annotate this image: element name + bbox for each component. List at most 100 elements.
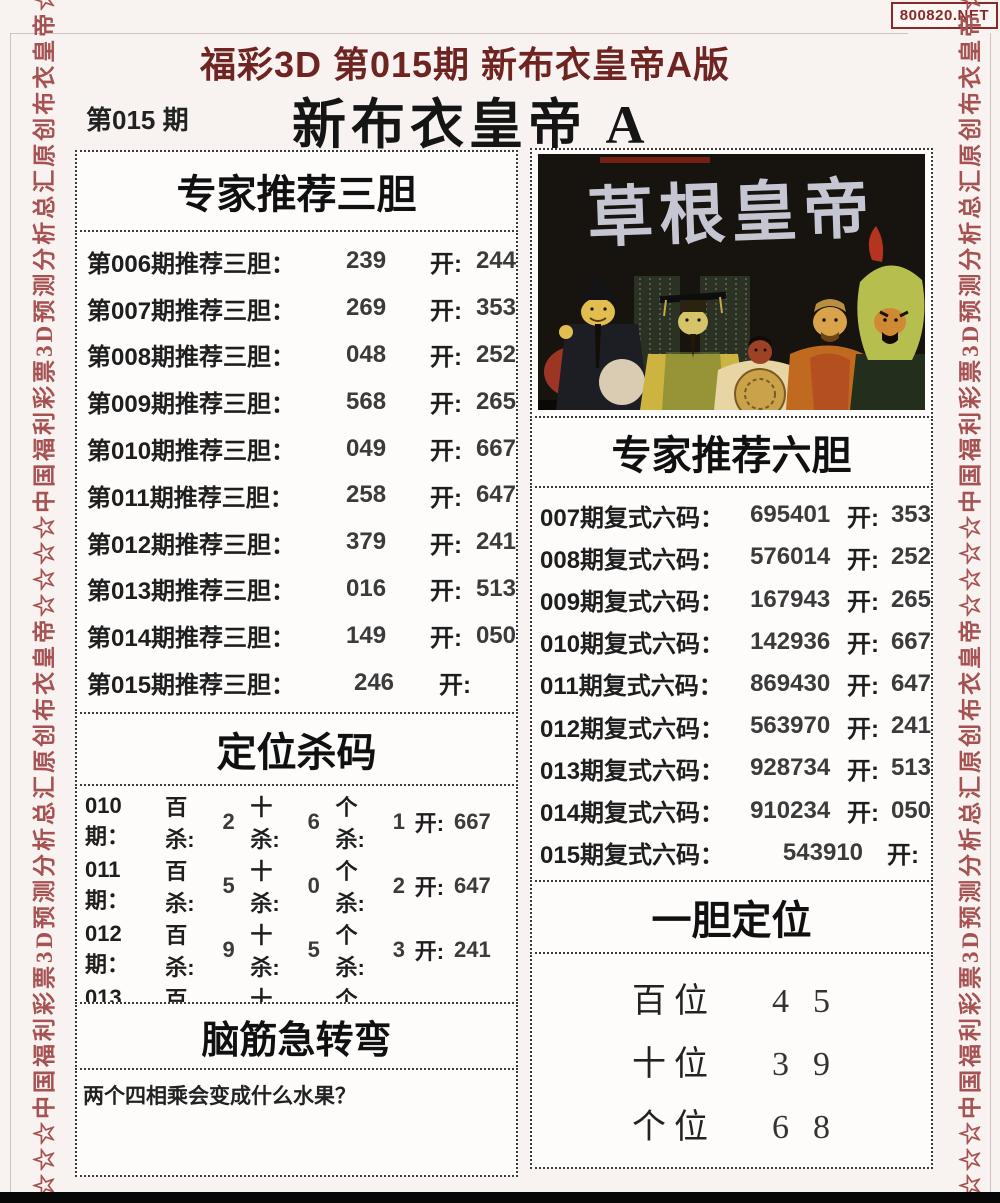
six-dan-row: 015期复式六码： 543910 开: [532,835,931,870]
row-pick: 563970 [750,712,831,740]
row-result: 513 [475,574,516,602]
ge-value: 1 [392,809,406,834]
kai-label: 开: [414,875,445,900]
row-pick: 568 [346,387,387,415]
kai-label: 开: [429,297,462,325]
row-label: 第007期推荐三胆： [87,297,296,325]
kill-codes-header: 定位杀码 [75,712,518,786]
row-result: 647 [890,669,931,697]
six-dan-header: 专家推荐六胆 [530,416,933,488]
kai-label: 开: [846,673,879,701]
emperor-figure-3 [714,336,806,410]
right-border-text: ☆☆☆中国福利彩票3D预测分析总汇原创布衣皇帝☆☆☆☆中国福利彩票3D预测分析总… [958,0,983,1197]
row-result: 241 [454,937,491,962]
row-pick: 049 [346,434,387,462]
row-label: 012期复式六码： [540,715,725,743]
kai-label: 开: [846,589,879,617]
row-pick: 379 [346,528,387,556]
kai-label: 开: [429,250,462,278]
kai-label: 开: [429,344,462,372]
row-result: 252 [890,543,931,571]
row-period: 010期： [85,793,130,849]
issue-label: 第015 期 [86,105,189,135]
ge-value: 2 [392,873,406,898]
three-dan-row: 第007期推荐三胆： 269 开: 353 [77,291,516,326]
kai-label: 开: [846,800,879,828]
row-label: 009期复式六码： [540,589,725,617]
six-dan-table: 007期复式六码： 695401 开: 353 008期复式六码： 576014 开: 25… [530,486,933,882]
row-result: 647 [454,873,491,898]
row-label: 第010期推荐三胆： [87,438,296,466]
bottom-black-bar [0,1192,1000,1203]
three-dan-table: 第006期推荐三胆： 239 开: 244 第007期推荐三胆： 269 开: 353 第0… [75,230,518,714]
row-result: 667 [890,627,931,655]
row-period: 012期： [85,921,130,977]
shi-label: 十杀: [250,859,280,916]
row-result: 353 [890,501,931,529]
row-pick: 928734 [750,754,831,782]
row-period: 011期： [85,857,130,913]
shi-label: 十杀: [250,923,280,980]
kai-label: 开: [429,531,462,559]
kai-label: 开: [429,438,462,466]
row-result: 647 [475,481,516,509]
right-column: 草根皇帝 专家推荐六胆 007期复式六码： 695401 开: 353 008期复式六… [530,148,933,1169]
brain-teaser-header: 脑筋急转弯 [75,1002,518,1070]
row-pick: 149 [346,621,387,649]
kai-label: 开: [887,842,919,870]
row-result: 265 [890,585,931,613]
row-result: 252 [475,340,516,368]
kai-label: 开: [414,811,445,836]
kai-label: 开: [846,757,879,785]
row-label: 007期复式六码： [540,504,725,532]
position-label: 百位 [632,983,716,1020]
emperor-figure-1 [544,275,650,410]
six-dan-row: 011期复式六码： 869430 开: 647 [532,666,931,701]
six-dan-row: 008期复式六码： 576014 开: 252 [532,540,931,575]
kai-label: 开: [429,625,462,653]
row-pick: 246 [353,668,395,696]
row-result: 265 [475,387,516,415]
row-pick: 576014 [750,543,831,571]
position-label: 个位 [632,1109,716,1146]
bai-value: 9 [222,937,235,962]
kai-label: 开: [846,631,879,659]
brain-teaser-question: 两个四相乘会变成什么水果？ [75,1068,518,1177]
left-border-text: ☆☆☆中国福利彩票3D预测分析总汇原创布衣皇帝☆☆☆☆中国福利彩票3D预测分析总… [32,0,57,1197]
shi-label: 十杀: [250,795,280,852]
kai-label: 开: [429,484,462,512]
six-dan-row: 007期复式六码： 695401 开: 353 [532,498,931,533]
row-pick: 258 [346,481,387,509]
bai-label: 百杀: [165,859,195,916]
row-result: 241 [475,528,516,556]
bai-value: 5 [222,873,235,898]
shi-value: 0 [307,873,320,898]
brand-calligraphy-title: 新布衣皇帝 A [292,95,650,155]
ge-label: 个杀: [335,859,365,916]
row-label: 第012期推荐三胆： [87,531,296,559]
six-dan-row: 010期复式六码： 142936 开: 667 [532,624,931,659]
shi-value: 5 [307,937,320,962]
poster-caption-mark [600,157,710,163]
row-pick: 167943 [750,585,831,613]
page-title: 福彩3D 第015期 新布衣皇帝A版 [199,44,731,85]
row-pick: 142936 [750,627,831,655]
position-digits: 68 [772,1109,854,1146]
three-dan-row: 第015期推荐三胆： 246 开: [77,665,516,700]
row-result: 667 [454,809,491,834]
row-pick: 695401 [750,501,831,529]
three-dan-row: 第008期推荐三胆： 048 开: 252 [77,337,516,372]
kai-label: 开: [846,504,879,532]
position-label: 十位 [632,1046,716,1083]
position-digits: 39 [772,1046,854,1083]
row-label: 第011期推荐三胆： [87,484,294,512]
three-dan-row: 第013期推荐三胆： 016 开: 513 [77,571,516,606]
row-result: 513 [890,754,931,782]
ge-label: 个杀: [335,795,365,852]
row-result: 050 [890,796,931,824]
row-label: 第006期推荐三胆： [87,250,296,278]
three-dan-row: 第012期推荐三胆： 379 开: 241 [77,525,516,560]
emperor-poster-image: 草根皇帝 [538,154,925,410]
bai-label: 百杀: [165,923,195,980]
kai-label: 开: [429,391,462,419]
